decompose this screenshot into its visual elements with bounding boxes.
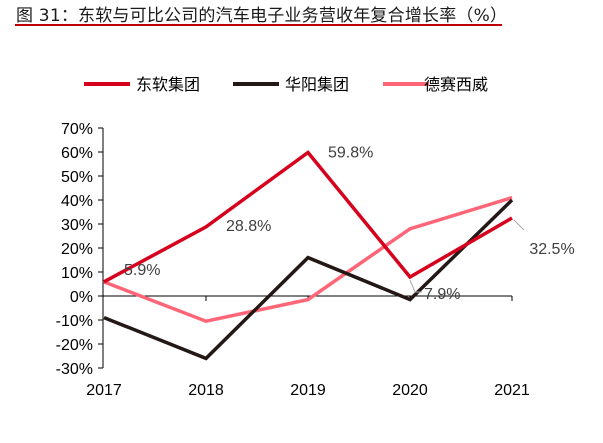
title-underline bbox=[15, 24, 502, 26]
x-tick-label: 2018 bbox=[188, 382, 224, 399]
x-tick-label: 2021 bbox=[494, 382, 530, 399]
x-tick-label: 2020 bbox=[392, 382, 428, 399]
y-tick-label: -10% bbox=[56, 313, 93, 330]
y-tick-label: -20% bbox=[56, 337, 93, 354]
data-label: 5.9% bbox=[124, 262, 160, 279]
y-tick-label: 60% bbox=[61, 145, 93, 162]
y-tick-label: 10% bbox=[61, 265, 93, 282]
x-tick-label: 2017 bbox=[86, 382, 122, 399]
y-tick-label: 50% bbox=[61, 169, 93, 186]
legend-label: 东软集团 bbox=[136, 75, 200, 94]
data-label: 7.9% bbox=[424, 286, 460, 303]
series-line-2 bbox=[103, 198, 514, 361]
legend: 东软集团 华阳集团 德赛西威 bbox=[84, 75, 488, 94]
axes: 70% 60% 50% 40% 30% 20% 10% 0% -10% -20% -30% 2017 2… bbox=[56, 121, 530, 399]
y-tick-label: 40% bbox=[61, 193, 93, 210]
series-lines bbox=[103, 150, 514, 361]
x-tick-label: 2019 bbox=[290, 382, 326, 399]
leader-line bbox=[409, 279, 422, 293]
data-label: 28.8% bbox=[226, 218, 271, 235]
y-tick-label: -30% bbox=[56, 361, 93, 378]
leader-line bbox=[513, 219, 525, 231]
series-line-1 bbox=[103, 150, 513, 284]
y-tick-label: 20% bbox=[61, 241, 93, 258]
legend-label: 华阳集团 bbox=[285, 75, 349, 94]
data-labels: 5.9% 28.8% 59.8% 7.9% 32.5% bbox=[124, 144, 575, 303]
series-line-3 bbox=[103, 195, 513, 324]
y-tick-label: 70% bbox=[61, 121, 93, 138]
y-tick-label: 30% bbox=[61, 217, 93, 234]
data-label: 32.5% bbox=[529, 241, 574, 258]
figure-title: 图 31：东软与可比公司的汽车电子业务营收年复合增长率（%） bbox=[16, 6, 508, 26]
legend-label: 德赛西威 bbox=[424, 75, 488, 94]
data-label: 59.8% bbox=[328, 144, 373, 161]
y-tick-label: 0% bbox=[70, 289, 93, 306]
